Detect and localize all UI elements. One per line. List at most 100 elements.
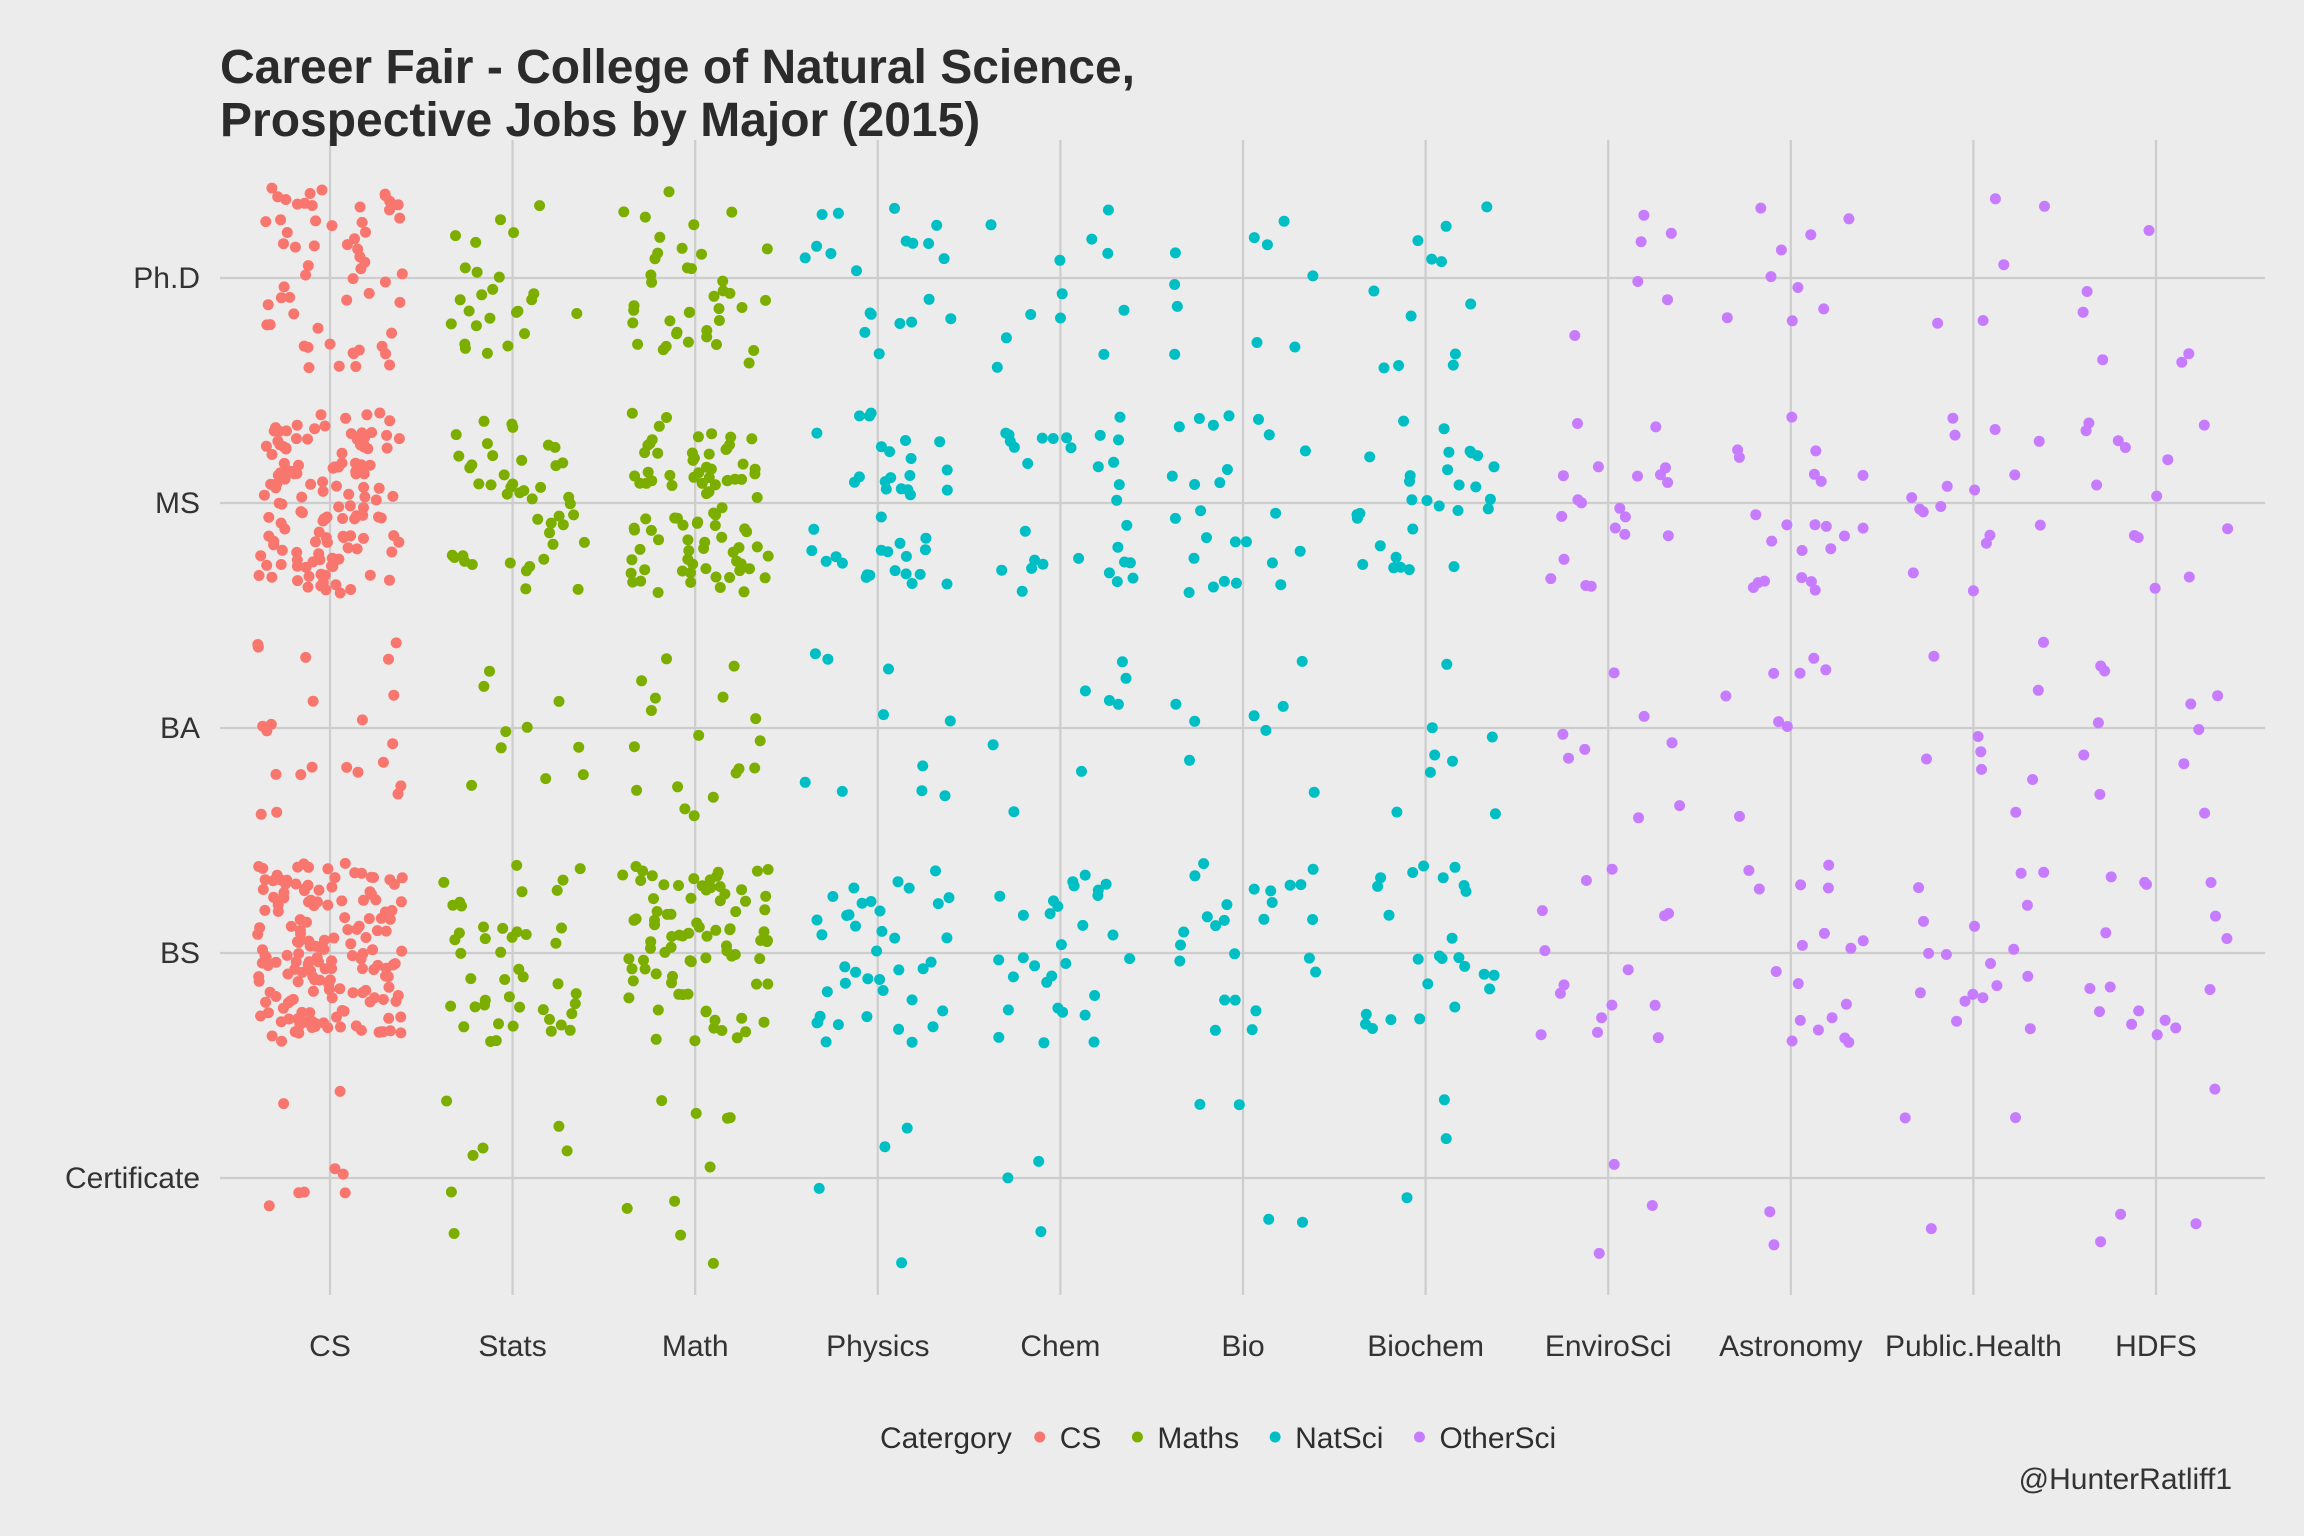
- point-math-ms: [653, 534, 664, 546]
- point-biochem-ba: [1441, 658, 1453, 670]
- point-biochem-phd: [1426, 253, 1438, 265]
- point-hdfs-ms: [2080, 425, 2092, 437]
- point-cs-ms: [358, 532, 369, 544]
- point-math-bs: [652, 1004, 664, 1016]
- point-public-health-bs: [1991, 980, 2003, 992]
- point-physics-bs: [932, 898, 944, 910]
- point-stats-certificate: [448, 1228, 460, 1239]
- point-cs-bs: [280, 878, 292, 890]
- point-math-bs: [650, 968, 662, 980]
- point-stats-bs: [465, 973, 477, 985]
- point-physics-ms: [875, 441, 887, 453]
- point-astronomy-phd: [1792, 282, 1804, 293]
- point-chem-ms: [1022, 458, 1034, 469]
- point-chem-ba: [1103, 695, 1115, 706]
- point-hdfs-bs: [2151, 1029, 2163, 1041]
- point-astronomy-ms: [1825, 543, 1837, 555]
- point-cs-bs: [259, 874, 271, 886]
- point-physics-bs: [906, 1036, 918, 1048]
- point-bio-bs: [1295, 879, 1307, 891]
- point-math-ba: [717, 691, 729, 703]
- point-cs-phd: [394, 212, 406, 224]
- point-stats-bs: [517, 971, 529, 983]
- point-math-bs: [626, 963, 638, 975]
- point-physics-bs: [820, 1036, 832, 1048]
- point-math-phd: [726, 206, 738, 218]
- point-cs-phd: [289, 241, 301, 253]
- point-cs-ms: [334, 587, 346, 599]
- point-chem-bs: [1077, 919, 1089, 931]
- point-bio-bs: [1307, 914, 1319, 925]
- point-astronomy-ms: [1750, 509, 1762, 521]
- point-stats-bs: [495, 946, 507, 958]
- point-math-phd: [652, 247, 664, 259]
- point-biochem-ba: [1447, 755, 1458, 767]
- point-math-bs: [730, 906, 742, 918]
- point-hdfs-ms: [2149, 582, 2161, 594]
- point-stats-bs: [438, 876, 450, 888]
- point-cs-ms: [358, 468, 370, 480]
- point-stats-phd: [519, 328, 530, 340]
- point-public-health-phd: [1977, 315, 1989, 326]
- point-math-phd: [736, 302, 748, 313]
- point-public-health-ms: [1984, 529, 1996, 541]
- point-cs-ms: [270, 422, 282, 434]
- point-physics-ms: [904, 470, 916, 481]
- point-cs-ba: [387, 738, 399, 750]
- point-math-ms: [688, 452, 700, 464]
- point-math-bs: [651, 906, 663, 917]
- x-tick-label-math: Math: [662, 1330, 729, 1363]
- point-math-ms: [701, 488, 712, 500]
- point-bio-ba: [1296, 655, 1308, 667]
- point-chem-ba: [1079, 685, 1091, 697]
- point-biochem-ms: [1484, 493, 1496, 505]
- point-astronomy-bs: [1818, 927, 1830, 939]
- point-cs-phd: [363, 287, 375, 299]
- point-bio-phd: [1169, 279, 1181, 290]
- point-stats-bs: [569, 998, 581, 1010]
- point-physics-ms: [906, 578, 918, 589]
- point-math-ba: [750, 713, 762, 725]
- x-axis-labels: CS Stats Math Physics Chem Bio Biochem EnviroSc…: [309, 1330, 2197, 1363]
- point-biochem-ms: [1406, 494, 1418, 506]
- point-chem-bs: [1088, 1036, 1100, 1048]
- point-math-ms: [692, 431, 704, 443]
- point-cs-bs: [346, 950, 358, 962]
- point-cs-bs: [384, 913, 396, 925]
- point-physics-ms: [853, 471, 865, 483]
- point-math-ms: [703, 448, 715, 460]
- point-cs-bs: [302, 879, 314, 891]
- point-math-ms: [709, 520, 721, 531]
- point-chem-bs: [1055, 939, 1067, 951]
- point-math-bs: [635, 875, 647, 886]
- point-math-ms: [741, 526, 753, 538]
- point-envirosci-bs: [1580, 875, 1592, 886]
- point-stats-phd: [459, 342, 471, 354]
- point-hdfs-bs: [2094, 1006, 2105, 1018]
- point-cs-phd: [275, 292, 287, 304]
- point-hdfs-bs: [2084, 983, 2096, 994]
- point-biochem-phd: [1393, 360, 1405, 371]
- point-physics-bs: [927, 1021, 939, 1033]
- point-cs-bs: [294, 914, 306, 926]
- point-hdfs-ms: [2222, 523, 2234, 535]
- point-biochem-bs: [1383, 909, 1395, 921]
- point-bio-ms: [1294, 545, 1306, 557]
- point-cs-bs: [257, 862, 269, 874]
- point-math-ms: [685, 576, 697, 588]
- point-biochem-bs: [1453, 952, 1465, 964]
- point-public-health-bs: [1967, 988, 1979, 1000]
- point-chem-ba: [1120, 672, 1132, 684]
- point-public-health-bs: [2021, 899, 2033, 911]
- point-cs-phd: [288, 308, 300, 320]
- point-envirosci-phd: [1662, 294, 1673, 306]
- point-astronomy-ms: [1796, 572, 1808, 584]
- point-cs-ba: [388, 689, 400, 701]
- point-cs-bs: [262, 1007, 274, 1019]
- point-cs-ms: [345, 584, 357, 595]
- point-physics-ms: [900, 435, 911, 446]
- point-stats-bs: [499, 974, 511, 985]
- point-biochem-bs: [1437, 872, 1449, 884]
- point-physics-bs: [816, 929, 828, 941]
- point-cs-phd: [392, 199, 404, 211]
